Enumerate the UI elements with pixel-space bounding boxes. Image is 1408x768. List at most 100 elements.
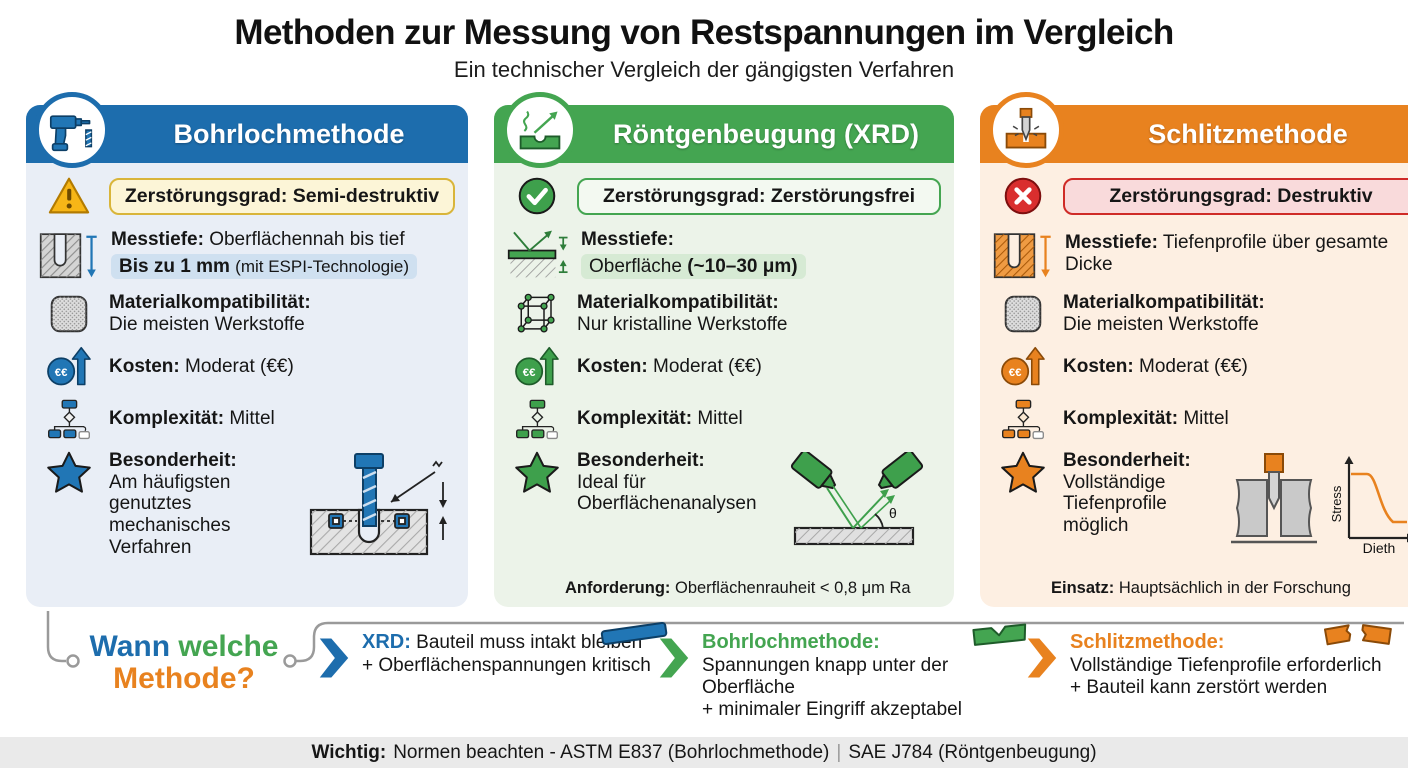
depth-axis-label: Dieth (1363, 540, 1396, 556)
complexity-row: Komplexität: Mittel (39, 398, 455, 440)
cost-row: €€ Kosten: Moderat (€€) (39, 346, 455, 388)
cost-label: Kosten: (109, 355, 180, 377)
depth-label: Messtiefe: (111, 228, 204, 250)
material-value: Die meisten Werkstoffe (109, 313, 305, 335)
material-value: Die meisten Werkstoffe (1063, 313, 1259, 335)
method-icon-circle (988, 92, 1064, 168)
panel-bohrlochmethode: Bohrlochmethode Zerstörungsgrad: Semi-de… (26, 92, 468, 607)
slitting-illustration: Stress Dieth (1231, 452, 1408, 556)
method-name: Schlitzmethode (1148, 118, 1348, 149)
stress-axis-label: Stress (1329, 485, 1344, 522)
intact-part-icon (600, 621, 668, 645)
destruction-row: Zerstörungsgrad: Semi-destruktiv (39, 176, 455, 216)
header: Methoden zur Messung von Restspannungen … (0, 0, 1408, 83)
method-columns: Bohrlochmethode Zerstörungsgrad: Semi-de… (0, 92, 1408, 607)
svg-text:€€: €€ (1009, 366, 1022, 378)
panel-header: Bohrlochmethode (26, 92, 468, 168)
material-row: Materialkompatibilität: Nur kristalline … (507, 292, 941, 336)
usage-note: Einsatz: Hauptsächlich in der Forschung (1051, 579, 1351, 597)
decision-heading: Wann welche Methode? (89, 630, 279, 696)
euro-cost-icon: €€ (47, 346, 91, 386)
decision-item-xrd: XRD: Bauteil muss intakt bleiben + Oberf… (318, 621, 668, 722)
material-row: Materialkompatibilität: Die meisten Werk… (993, 292, 1408, 336)
cost-value: Moderat (€€) (185, 355, 294, 377)
destruction-row: Zerstörungsgrad: Zerstörungsfrei (507, 176, 941, 216)
svg-text:€€: €€ (523, 366, 536, 378)
destruction-badge: Zerstörungsgrad: Zerstörungsfrei (577, 177, 941, 215)
complexity-row: Komplexität: Mittel (507, 398, 941, 440)
special-row: Besonderheit: Am häufigsten genutztes me… (39, 450, 455, 565)
svg-text:€€: €€ (55, 366, 68, 378)
complexity-label: Komplexität: (1063, 407, 1179, 429)
method-icon-circle (34, 92, 110, 168)
star-icon (1001, 451, 1045, 493)
material-label: Materialkompatibilität: (1063, 292, 1265, 313)
flowchart-icon (1002, 399, 1044, 439)
decision-item-schlitz: Schlitzmethode: Vollständige Tiefenprofi… (1026, 624, 1402, 722)
warning-triangle-icon (48, 177, 90, 214)
special-value: Vollständige Tiefenprofile möglich (1063, 471, 1167, 537)
notched-part-icon (972, 623, 1027, 646)
destruction-badge: Zerstörungsgrad: Semi-destruktiv (109, 177, 455, 215)
depth-label: Messtiefe: (1065, 232, 1158, 254)
check-circle-icon (518, 177, 556, 215)
decision-item-bohrloch: Bohrlochmethode: Spannungen knapp unter … (658, 623, 1027, 722)
x-circle-icon (1004, 177, 1042, 215)
page-subtitle: Ein technischer Vergleich der gängigsten… (453, 57, 955, 82)
chevron-right-icon (1027, 638, 1057, 678)
panel-body: Zerstörungsgrad: Destruktiv (980, 163, 1408, 607)
special-value: Ideal für Oberflächenanalysen (577, 471, 757, 515)
euro-cost-icon: €€ (1001, 346, 1045, 386)
crystal-lattice-icon (517, 293, 555, 333)
special-row: Besonderheit: Ideal für Oberflächenanaly… (507, 449, 941, 561)
material-label: Materialkompatibilität: (109, 292, 311, 313)
destruction-badge: Zerstörungsgrad: Destruktiv (1063, 177, 1408, 215)
special-label: Besonderheit: (109, 449, 237, 471)
footer-separator: | (836, 741, 842, 763)
euro-cost-icon: €€ (515, 346, 559, 386)
depth-value: Tiefenprofile über gesamte Dicke (1065, 232, 1389, 275)
cost-value: Moderat (€€) (653, 355, 762, 377)
star-icon (47, 451, 91, 493)
cost-row: €€ Kosten: Moderat (€€) (993, 346, 1408, 388)
cost-label: Kosten: (577, 355, 648, 377)
complexity-label: Komplexität: (577, 407, 693, 429)
chevron-right-icon (319, 638, 349, 678)
flowchart-icon (516, 399, 558, 439)
complexity-value: Mittel (697, 407, 743, 429)
page-title: Methoden zur Messung von Restspannungen … (234, 13, 1174, 52)
panel-schlitzmethode: Schlitzmethode Zerstörungsgrad: Destrukt… (980, 92, 1408, 607)
material-value: Nur kristalline Werkstoffe (577, 313, 788, 335)
decision-items: XRD: Bauteil muss intakt bleiben + Oberf… (318, 621, 1402, 722)
xray-diffraction-icon (519, 110, 561, 150)
footer-note: Wichtig: Normen beachten - ASTM E837 (Bo… (0, 737, 1408, 768)
method-name: Bohrlochmethode (173, 118, 405, 149)
flowchart-icon (48, 399, 90, 439)
panel-body: Zerstörungsgrad: Semi-destruktiv (26, 163, 468, 607)
diffraction-illustration: θ (790, 449, 924, 545)
depth-row: Messtiefe: Tiefenprofile über gesamte Di… (993, 226, 1408, 282)
slot-depth-icon (39, 233, 97, 279)
material-label: Materialkompatibilität: (577, 292, 779, 313)
hole-drilling-illustration (309, 452, 447, 555)
complexity-label: Komplexität: (109, 407, 225, 429)
requirement-note: Anforderung: Oberflächenrauheit < 0,8 μm… (565, 579, 911, 597)
material-square-icon (1004, 295, 1042, 333)
depth-highlight: Oberfläche (~10–30 μm) (581, 253, 806, 280)
special-row: Besonderheit: Vollständige Tiefenprofile… (993, 450, 1408, 561)
material-square-icon (50, 295, 88, 333)
depth-row: Messtiefe: Oberfläche (~10–30 μm) (507, 226, 941, 282)
depth-value: Oberflächennah bis tief (209, 228, 405, 250)
panel-roentgenbeugung: Röntgenbeugung (XRD) Zerstörungsgrad: Ze… (494, 92, 954, 607)
footer-standard-1: Normen beachten - ASTM E837 (Bohrlochmet… (393, 741, 830, 763)
special-label: Besonderheit: (577, 449, 705, 471)
depth-row: Messtiefe: Oberflächennah bis tief Bis z… (39, 226, 455, 282)
cost-label: Kosten: (1063, 355, 1134, 377)
depth-highlight: Bis zu 1 mm (mit ESPI-Technologie) (111, 253, 417, 280)
slitting-tool-icon (1005, 107, 1047, 149)
special-label: Besonderheit: (1063, 449, 1191, 471)
complexity-value: Mittel (229, 407, 275, 429)
method-icon-circle (502, 92, 578, 168)
slot-depth-icon (993, 233, 1051, 279)
chevron-right-icon (659, 638, 689, 678)
